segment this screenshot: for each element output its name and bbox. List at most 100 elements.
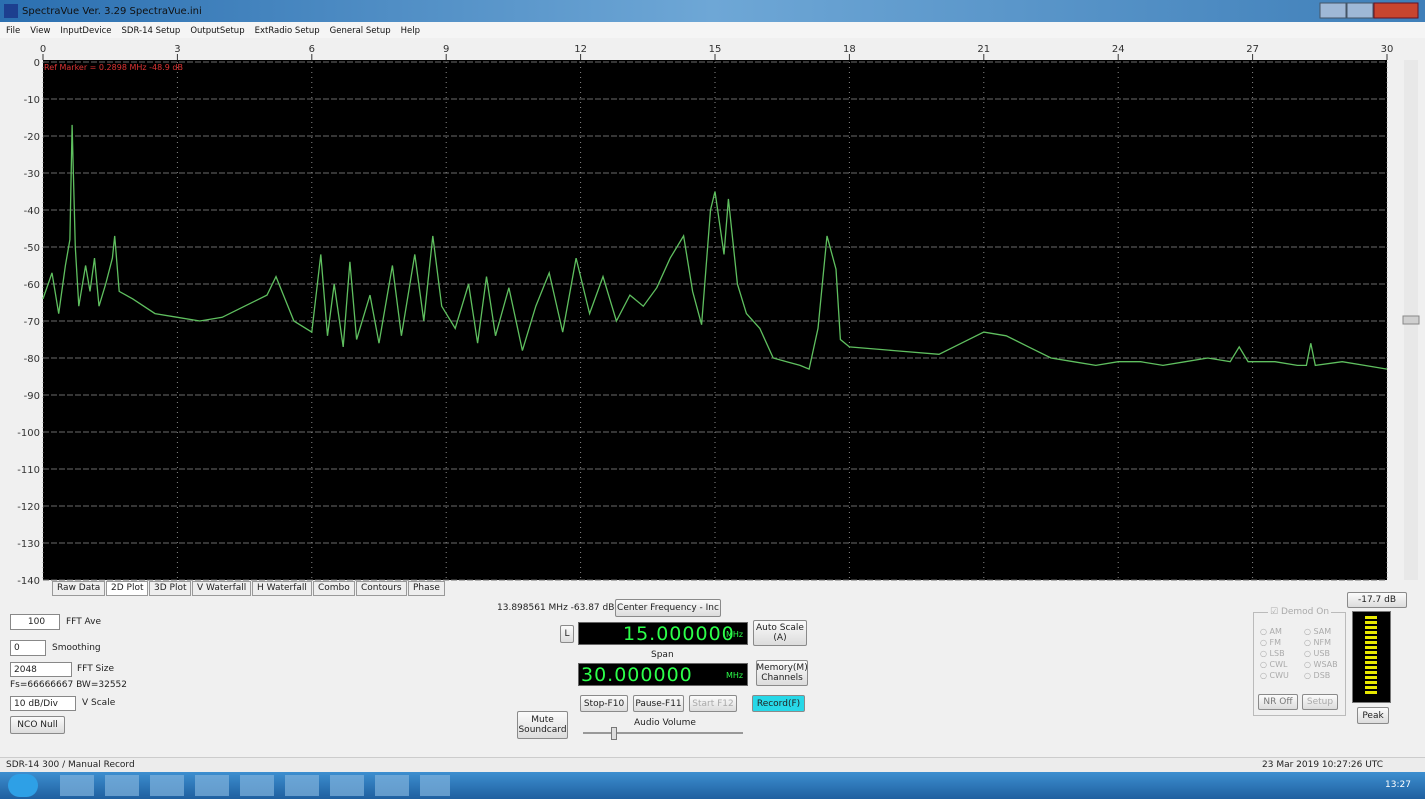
demod-checkbox[interactable]: ☑ Demod On — [1268, 607, 1331, 617]
menu-item[interactable]: InputDevice — [60, 26, 111, 36]
mode-radio[interactable]: ○ WSAB — [1304, 660, 1338, 669]
app-icon — [4, 4, 18, 18]
mode-radio[interactable]: ○ DSB — [1304, 671, 1330, 680]
y-tick-label: 0 — [34, 58, 40, 69]
y-tick-label: -30 — [24, 169, 40, 180]
y-tick-label: -120 — [17, 502, 40, 513]
vscale-select[interactable]: 10 dB/Div — [10, 696, 76, 711]
unit: MHz — [726, 630, 743, 639]
y-tick-label: -110 — [17, 465, 40, 476]
y-tick-label: -90 — [24, 391, 40, 402]
level-meter — [1352, 611, 1391, 703]
setup-button[interactable]: Setup — [1302, 694, 1338, 710]
menu-item[interactable]: SDR-14 Setup — [122, 26, 181, 36]
menu-item[interactable]: View — [30, 26, 50, 36]
y-tick-label: -80 — [24, 354, 40, 365]
x-tick-label: 27 — [1246, 44, 1259, 55]
y-tick-label: -20 — [24, 132, 40, 143]
freq-readout: 13.898561 MHz -63.87 dB — [497, 603, 614, 613]
span-label: Span — [651, 650, 674, 660]
mode-radio[interactable]: ○ CWU — [1260, 671, 1289, 680]
marker-label: Ref Marker = 0.2898 MHz -48.9 dB — [44, 63, 183, 72]
mode-radio[interactable]: ○ USB — [1304, 649, 1330, 658]
title-bar — [0, 0, 1425, 22]
audio-volume-label: Audio Volume — [634, 718, 696, 728]
y-tick-label: -140 — [17, 576, 40, 587]
label: Smoothing — [52, 643, 101, 653]
center-freq-display: 15.000000 MHz — [578, 622, 748, 645]
fs-info: Fs=66666667 BW=32552 — [10, 680, 127, 690]
center-freq: 15.000000 — [623, 623, 735, 645]
window-title: SpectraVue Ver. 3.29 SpectraVue.ini — [22, 6, 202, 17]
tab[interactable]: Phase — [408, 581, 445, 596]
mode-radio[interactable]: ○ LSB — [1260, 649, 1285, 658]
menu-item[interactable]: Help — [401, 26, 420, 36]
l-button[interactable]: L — [560, 625, 574, 643]
x-tick-label: 21 — [977, 44, 990, 55]
label: FFT Size — [77, 664, 114, 674]
minimize-button[interactable] — [1320, 3, 1346, 18]
center-frequency-button[interactable]: Center Frequency - Inc — [615, 599, 721, 617]
mute-button[interactable]: Mute Soundcard — [517, 711, 568, 739]
nr-off-button[interactable]: NR Off — [1258, 694, 1298, 710]
mode-radio[interactable]: ○ SAM — [1304, 627, 1331, 636]
unit: MHz — [726, 671, 743, 680]
nco-null-button[interactable]: NCO Null — [10, 716, 65, 734]
mode-radio[interactable]: ○ NFM — [1304, 638, 1331, 647]
x-tick-label: 18 — [843, 44, 856, 55]
peak-button[interactable]: Peak — [1357, 707, 1389, 724]
tab[interactable]: 3D Plot — [149, 581, 191, 596]
meter-bars — [1365, 616, 1377, 696]
fft-size-select[interactable]: 2048 — [10, 662, 72, 677]
level-button[interactable]: -17.7 dB — [1347, 592, 1407, 608]
y-tick-label: -60 — [24, 280, 40, 291]
y-tick-label: -10 — [24, 95, 40, 106]
span: 30.000000 — [581, 664, 693, 686]
tab[interactable]: V Waterfall — [192, 581, 251, 596]
volume-track[interactable] — [583, 732, 743, 734]
tab[interactable]: Contours — [356, 581, 407, 596]
menu-item[interactable]: File — [6, 26, 20, 36]
scroll-thumb[interactable] — [1403, 316, 1419, 324]
taskbar-apps[interactable] — [60, 775, 450, 796]
volume-thumb[interactable] — [611, 727, 617, 740]
tab[interactable]: Combo — [313, 581, 355, 596]
start-orb[interactable] — [8, 774, 38, 797]
menu-item[interactable]: OutputSetup — [190, 26, 244, 36]
menu-item[interactable]: ExtRadio Setup — [255, 26, 320, 36]
auto-scale-button[interactable]: Auto Scale (A) — [753, 620, 807, 646]
memory-button[interactable]: Memory(M) Channels — [756, 660, 808, 686]
tab[interactable]: Raw Data — [52, 581, 105, 596]
start-button[interactable]: Start F12 — [689, 695, 737, 712]
taskbar: 13:27 — [0, 772, 1425, 799]
close-button[interactable] — [1374, 3, 1418, 18]
label: FFT Ave — [66, 617, 101, 627]
tab[interactable]: 2D Plot — [106, 581, 148, 596]
x-tick-label: 15 — [709, 44, 722, 55]
tab[interactable]: H Waterfall — [252, 581, 312, 596]
maximize-button[interactable] — [1347, 3, 1373, 18]
demod-label: Demod On — [1281, 607, 1329, 617]
menu-item[interactable]: General Setup — [330, 26, 391, 36]
label: V Scale — [82, 698, 115, 708]
x-tick-label: 12 — [574, 44, 587, 55]
x-tick-label: 24 — [1112, 44, 1125, 55]
pause-button[interactable]: Pause-F11 — [633, 695, 684, 712]
x-tick-label: 3 — [174, 44, 180, 55]
x-tick-label: 0 — [40, 44, 46, 55]
status-right: 23 Mar 2019 10:27:26 UTC — [1262, 760, 1383, 770]
smoothing-input[interactable]: 0 — [10, 640, 46, 656]
mode-radio[interactable]: ○ AM — [1260, 627, 1282, 636]
status-left: SDR-14 300 / Manual Record — [6, 760, 135, 770]
status-bar — [0, 757, 1425, 773]
app-window: SpectraVue Ver. 3.29 SpectraVue.ini File… — [0, 0, 1425, 799]
span-display: 30.000000 MHz — [578, 663, 748, 686]
mode-radio[interactable]: ○ CWL — [1260, 660, 1287, 669]
record-button[interactable]: Record(F) — [752, 695, 805, 712]
y-tick-label: -40 — [24, 206, 40, 217]
stop-button[interactable]: Stop-F10 — [580, 695, 628, 712]
y-tick-label: -50 — [24, 243, 40, 254]
fft-ave-input[interactable]: 100 — [10, 614, 60, 630]
mode-radio[interactable]: ○ FM — [1260, 638, 1281, 647]
x-tick-label: 6 — [309, 44, 315, 55]
